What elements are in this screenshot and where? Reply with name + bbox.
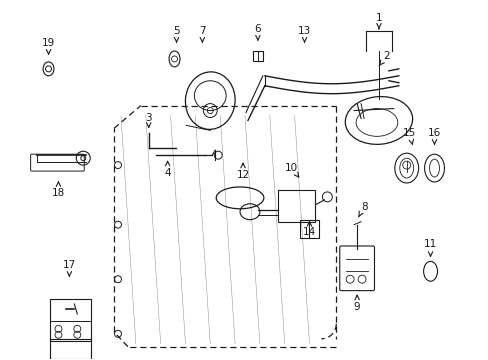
Text: 1: 1 (375, 13, 382, 29)
Text: 16: 16 (427, 129, 440, 144)
Bar (299, 220, 319, 238)
Text: 9: 9 (353, 295, 360, 312)
Text: 4: 4 (164, 161, 171, 178)
Text: 18: 18 (52, 182, 65, 198)
Text: 7: 7 (199, 26, 205, 42)
Text: 14: 14 (302, 221, 315, 237)
Text: 12: 12 (236, 163, 249, 180)
Text: 17: 17 (62, 260, 76, 276)
Bar (252, 51, 263, 61)
Bar (49, 299, 91, 341)
Text: 5: 5 (173, 26, 180, 42)
Text: 15: 15 (402, 129, 415, 144)
Text: 11: 11 (423, 239, 436, 256)
Text: 2: 2 (378, 51, 389, 66)
Text: 13: 13 (297, 26, 310, 42)
Text: 10: 10 (285, 163, 298, 177)
Text: 6: 6 (254, 24, 261, 40)
Text: 3: 3 (145, 113, 152, 127)
Bar (49, 339, 91, 359)
Bar (277, 190, 315, 222)
Text: 8: 8 (358, 202, 366, 217)
Text: 19: 19 (42, 38, 55, 54)
